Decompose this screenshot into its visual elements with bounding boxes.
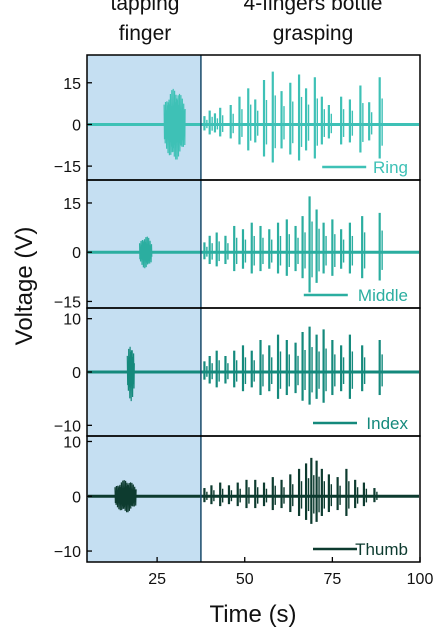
x-axis-label: Time (s) [209, 601, 296, 628]
header-left-line1: tapping [111, 0, 180, 15]
ytick-label-ring-15: 15 [63, 76, 81, 93]
xtick-label-75: 75 [323, 571, 341, 588]
ytick-label-ring-0: 0 [72, 117, 81, 134]
ytick-label-thumb--10: −10 [54, 544, 81, 561]
legend-label-thumb: Thumb [355, 540, 408, 559]
legend-label-middle: Middle [358, 286, 408, 305]
ytick-label-thumb-10: 10 [63, 434, 81, 451]
header-left-line2: finger [119, 22, 172, 45]
ytick-label-index-0: 0 [72, 365, 81, 382]
legend-label-index: Index [366, 414, 408, 433]
trace-tapping-middle [139, 236, 153, 269]
ytick-label-index--10: −10 [54, 418, 81, 435]
ytick-label-middle-0: 0 [72, 245, 81, 262]
y-axis-label: Voltage (V) [11, 227, 38, 346]
header-right-line1: 4-fingers bottle [244, 0, 383, 15]
ytick-label-middle--15: −15 [54, 294, 81, 311]
xtick-label-50: 50 [236, 571, 254, 588]
ytick-label-ring--15: −15 [54, 159, 81, 176]
xtick-label-100: 100 [407, 571, 434, 588]
panel-frame-thumb [86, 435, 421, 563]
trace-tapping-ring [163, 88, 186, 160]
ytick-label-middle-15: 15 [63, 196, 81, 213]
xtick-label-25: 25 [148, 571, 166, 588]
ytick-label-thumb-0: 0 [72, 489, 81, 506]
ytick-label-index-10: 10 [63, 312, 81, 329]
trace-tapping-index [126, 346, 135, 402]
header-right-line2: grasping [273, 22, 354, 45]
trace-tapping-thumb [114, 480, 137, 513]
legend-label-ring: Ring [373, 158, 408, 177]
